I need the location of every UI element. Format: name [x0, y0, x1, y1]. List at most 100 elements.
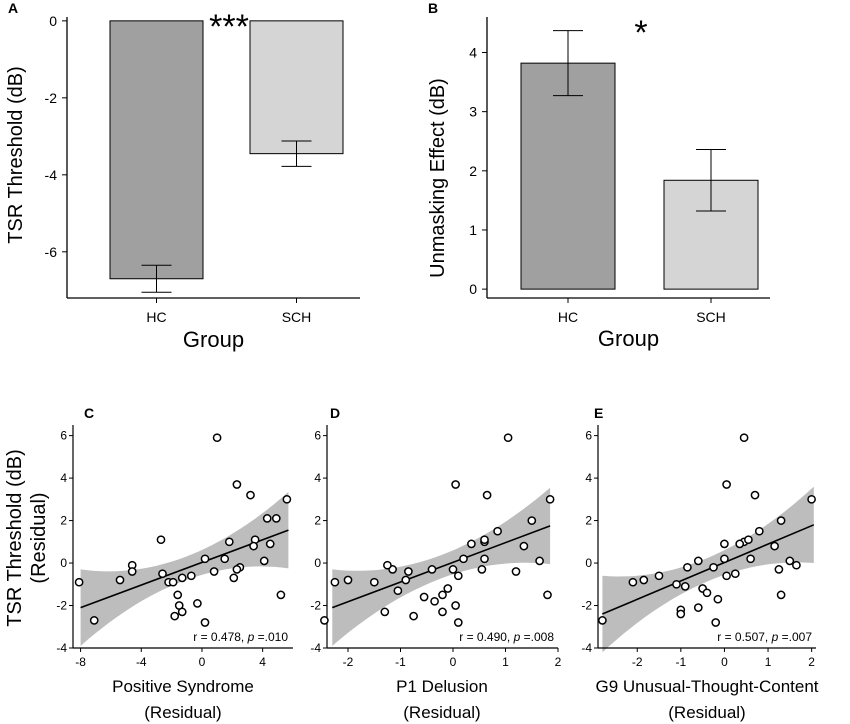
- panel-c-x-tick-label: 0: [199, 655, 206, 669]
- panel-d-data-point: [511, 567, 521, 576]
- panel-c-y-tick-label: 0: [60, 556, 67, 570]
- panel-e-data-point: [744, 535, 753, 545]
- panel-c-data-point: [115, 575, 125, 585]
- panel-d-data-point: [480, 535, 489, 545]
- panel-e-data-point: [750, 490, 760, 500]
- panel-d-data-point: [430, 596, 439, 606]
- panel-c-data-point: [229, 573, 239, 583]
- panel-c-x-tick-label: 4: [259, 655, 266, 669]
- panel-c-data-point: [156, 535, 166, 545]
- stat-p-value: =.010: [254, 630, 288, 644]
- panel-c-y-tick-label: -2: [56, 599, 67, 613]
- panel-c-data-point: [177, 573, 187, 583]
- panel-e-data-point: [770, 541, 779, 551]
- panel-d-data-point: [480, 554, 489, 564]
- panel-c-x-axis-subtitle: (Residual): [144, 703, 221, 722]
- panel-d-data-point: [330, 577, 340, 587]
- panel-c-data-point: [170, 611, 180, 621]
- panel-a-x-tick-label-sch: SCH: [282, 309, 312, 325]
- panel-d-stat-label: r = 0.490, p =.008: [459, 630, 554, 644]
- panel-e-data-point: [598, 616, 607, 625]
- panel-a-y-tick-label: -2: [45, 90, 58, 106]
- panel-c-y-tick-label: -4: [56, 641, 67, 655]
- panel-b-y-tick-label: 1: [469, 222, 477, 238]
- panel-d-x-tick-label: 0: [450, 655, 457, 669]
- panel-d-data-point: [451, 480, 460, 489]
- panel-c-data-point: [200, 618, 210, 627]
- panel-e-data-point: [754, 526, 764, 536]
- panel-c-data-point: [246, 490, 255, 500]
- panel-c-data-point: [186, 571, 196, 581]
- panel-e-stat-label: r = 0.507, p =.007: [717, 630, 812, 644]
- stat-r: r = 0.490,: [459, 630, 513, 644]
- panel-d-data-point: [438, 607, 447, 617]
- panel-b-x-axis-title: Group: [598, 326, 659, 351]
- panel-d-y-tick-label: 0: [314, 556, 321, 570]
- panel-d-data-point: [451, 601, 460, 610]
- panel-d-data-point: [543, 590, 552, 600]
- panel-b-letter: B: [428, 0, 438, 16]
- panel-a-letter: A: [8, 0, 18, 16]
- panel-c-letter: C: [84, 405, 94, 421]
- panel-a-y-tick-label: -4: [45, 167, 58, 183]
- panel-a-x-tick-label-hc: HC: [146, 309, 166, 325]
- panel-d-data-point: [545, 494, 555, 504]
- panel-d-data-point: [369, 577, 379, 587]
- panel-d-x-tick-label: 1: [502, 655, 509, 669]
- panel-e-data-point: [776, 516, 786, 525]
- panel-d-y-tick-label: 4: [314, 471, 321, 485]
- panel-c-data-point: [265, 539, 275, 549]
- panel-d-data-point: [448, 565, 458, 574]
- panel-c-data-point: [173, 590, 183, 600]
- panel-b-bar-hc: [520, 62, 616, 290]
- panel-c-data-point: [212, 433, 222, 443]
- panel-c-data-point: [89, 616, 99, 625]
- panel-e-data-point: [722, 480, 731, 489]
- panel-e-x-tick-label: -1: [676, 655, 687, 669]
- panel-d-data-point: [493, 526, 502, 536]
- panel-c-data-point: [177, 607, 187, 617]
- panel-e-data-point: [680, 582, 690, 591]
- stat-r: r = 0.478,: [193, 630, 247, 644]
- panel-e-data-point: [739, 433, 749, 443]
- panel-d-data-point: [404, 567, 413, 576]
- stat-p-value: =.007: [778, 630, 812, 644]
- panel-e-data-point: [730, 569, 740, 579]
- panel-b-y-axis-title: Unmasking Effect (dB): [427, 78, 449, 278]
- panel-a-bar-chart: [62, 17, 360, 303]
- panel-c-stat-label: r = 0.478, p =.010: [193, 630, 288, 644]
- panel-c-y-tick-label: 2: [60, 514, 67, 528]
- panel-a-bar-sch: [249, 20, 344, 155]
- panel-c-y-axis-title: TSR Threshold (dB): [4, 449, 26, 626]
- panel-c-y-axis-subtitle: (Residual): [28, 492, 50, 583]
- panel-c-data-point: [282, 494, 292, 504]
- panel-e-x-tick-label: 1: [765, 655, 772, 669]
- panel-d-data-point: [477, 565, 487, 574]
- panel-e-data-point: [702, 588, 712, 598]
- panel-e-data-point: [628, 577, 638, 587]
- panel-e-y-tick-label: 4: [585, 471, 592, 485]
- panel-d-data-point: [482, 490, 492, 500]
- panel-e-x-tick-label: 2: [808, 655, 815, 669]
- panel-e-letter: E: [594, 405, 603, 421]
- panel-c-data-point: [168, 577, 178, 587]
- panel-c-data-point: [276, 590, 286, 600]
- panel-d-regression-line: [331, 525, 551, 609]
- panel-c-data-point: [232, 480, 242, 489]
- panel-c-data-point: [249, 541, 258, 551]
- panel-d-x-axis-title: P1 Delusion: [396, 677, 488, 696]
- panel-b-significance-marker: *: [634, 14, 647, 52]
- panel-d-data-point: [320, 616, 329, 625]
- panel-e-regression-line: [602, 524, 815, 615]
- panel-e-x-axis-title: G9 Unusual-Thought-Content: [595, 677, 818, 696]
- panel-e-data-point: [746, 554, 755, 564]
- panel-d-data-point: [453, 571, 463, 581]
- panel-a-y-tick-label: -6: [45, 244, 58, 260]
- panel-c-y-tick-label: 6: [60, 429, 67, 443]
- panel-e-data-point: [776, 590, 786, 600]
- panel-b-y-tick-label: 2: [469, 163, 477, 179]
- panel-d-data-point: [393, 586, 403, 596]
- panel-c-data-point: [158, 569, 167, 579]
- panel-e-data-point: [711, 618, 721, 627]
